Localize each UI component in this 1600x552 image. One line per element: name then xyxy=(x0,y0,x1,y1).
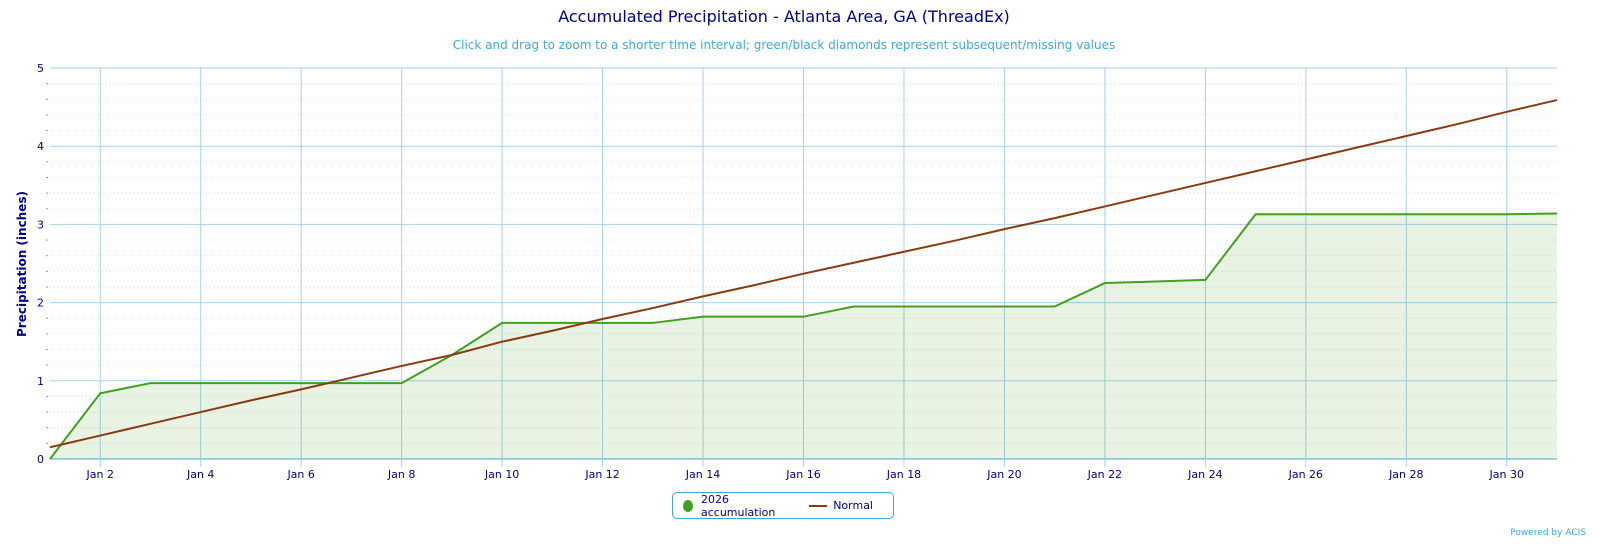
x-tick-label: Jan 24 xyxy=(1187,468,1222,481)
accumulation-line xyxy=(49,212,1558,460)
legend-item-accumulation[interactable]: 2026 accumulation xyxy=(683,493,789,519)
y-tick-label: 1 xyxy=(37,375,44,388)
x-tick-label: Jan 2 xyxy=(86,468,114,481)
legend-label: Normal xyxy=(833,499,873,512)
credit-link[interactable]: Powered by ACIS xyxy=(1510,528,1586,538)
legend-item-normal[interactable]: Normal xyxy=(809,499,873,512)
x-tick-label: Jan 6 xyxy=(286,468,314,481)
x-tick-label: Jan 18 xyxy=(886,468,921,481)
x-tick-label: Jan 12 xyxy=(584,468,619,481)
x-tick-label: Jan 26 xyxy=(1288,468,1323,481)
y-tick-label: 4 xyxy=(37,140,44,153)
x-tick-label: Jan 22 xyxy=(1087,468,1122,481)
x-tick-label: Jan 28 xyxy=(1388,468,1423,481)
x-tick-label: Jan 4 xyxy=(186,468,214,481)
legend: 2026 accumulation Normal xyxy=(672,492,894,519)
x-tick-label: Jan 14 xyxy=(685,468,720,481)
chart-svg[interactable]: 0 1 2 3 4 5 Jan 2 Jan 4 Jan 6 Jan 8 Jan 10 Jan 12 Ja… xyxy=(0,0,1600,490)
y-axis-label: Precipitation (inches) xyxy=(15,191,29,337)
y-tick-label: 5 xyxy=(37,62,44,75)
x-tick-label: Jan 30 xyxy=(1489,468,1524,481)
chart-subtitle: Click and drag to zoom to a shorter time… xyxy=(452,38,1116,52)
x-tick-label: Jan 16 xyxy=(785,468,820,481)
x-tick-label: Jan 8 xyxy=(387,468,415,481)
normal-line xyxy=(49,99,1558,449)
y-tick-label: 3 xyxy=(37,218,44,231)
chart-title: Accumulated Precipitation - Atlanta Area… xyxy=(558,7,1010,26)
y-tick-label: 2 xyxy=(37,297,44,310)
legend-label: 2026 accumulation xyxy=(701,492,776,519)
accumulation-area xyxy=(50,213,1557,459)
x-tick-label: Jan 10 xyxy=(484,468,519,481)
brown-line-icon xyxy=(809,504,828,507)
green-dot-icon xyxy=(683,499,693,512)
x-tick-label: Jan 20 xyxy=(986,468,1021,481)
y-tick-label: 0 xyxy=(37,453,44,466)
